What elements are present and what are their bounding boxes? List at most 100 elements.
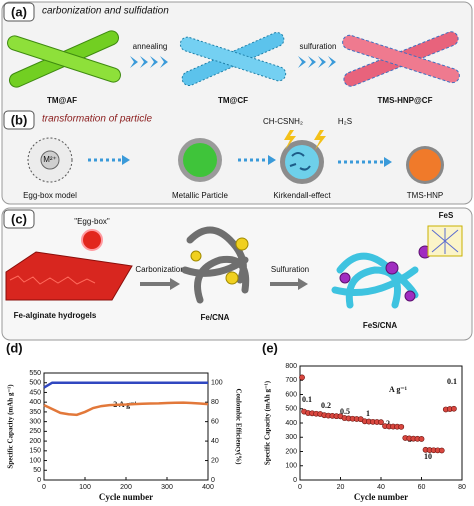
green-tubes [7,30,121,88]
y-tick-label: 100 [29,457,41,464]
label-box [3,2,35,22]
carbon-network [331,252,419,309]
x-tick-label: 40 [377,484,385,491]
carbon-network [181,226,250,304]
stage-label: Fe/CNA [201,313,230,322]
panel-label: (c) [11,211,27,226]
step-label: sulfuration [300,42,337,51]
plot-frame [43,372,209,481]
fe-particles [190,237,249,285]
y-tick-label: 0 [293,477,297,484]
annotation: 0.1 [447,377,457,386]
charts: 0 100 200 300 400050100150200250300350400450… [6,340,466,502]
metal-particle [183,143,217,177]
y-tick-label: 450 [29,389,41,396]
y-tick-label: 700 [285,377,297,384]
ion [40,150,60,170]
x-tick-label: 20 [337,484,345,491]
step-label: Sulfuration [271,265,309,274]
panel-frame [1,1,473,205]
tms-particle [409,149,441,181]
y-tick-label: 200 [29,438,41,445]
panel-title: transformation of particle [42,114,152,125]
point [438,447,445,454]
stage-label: TM@CF [218,96,248,105]
label-box [3,209,35,229]
stage-label: Egg-box model [23,191,77,200]
y-tick-label: 100 [285,463,297,470]
annotation: 1 [366,409,370,418]
y-tick-label: 400 [29,399,41,406]
arrowhead [170,278,180,290]
bolt [284,130,296,150]
y-axis-title: Specific Capacity (mAh g⁻¹) [7,384,15,469]
step-label: Carbonization [135,265,184,274]
stage-label: Kirkendall-effect [273,191,331,200]
series-line [43,401,209,417]
arrow [88,158,384,164]
egg-box-ball [81,229,103,251]
y-tick-label: 200 [285,448,297,455]
arrowhead [122,155,392,167]
y2-tick-label: 20 [211,457,219,464]
step-label: annealing [133,42,168,51]
y-tick-label: 500 [29,380,41,387]
y2-tick-label: 60 [211,418,219,425]
point [450,405,457,412]
x-tick-label: 60 [418,484,426,491]
panel-title: carbonization and sulfidation [42,6,169,17]
x-tick-label: 200 [120,484,132,491]
product-label: FeS [439,211,454,220]
x-tick-label: 100 [79,484,91,491]
blue-tubes [179,31,287,87]
point [299,374,305,381]
y-tick-label: 400 [285,420,297,427]
annotation: 2 [386,419,390,428]
y-axis-title: Specific Capacity (mAh g⁻¹) [264,380,272,465]
stage-label: TMS-HNP@CF [378,96,433,105]
y2-tick-label: 100 [211,380,223,387]
annotation: A g⁻¹ [389,385,408,394]
x-tick-label: 0 [42,484,46,491]
y-tick-label: 500 [285,406,297,413]
panel-label: (a) [11,4,27,19]
annotation: 0.1 [302,395,312,404]
x-tick-label: 80 [458,484,466,491]
y-tick-label: 0 [37,477,41,484]
stage-label: TMS-HNP [407,191,443,200]
point [398,423,405,430]
bolt [314,130,326,150]
y2-tick-label: 80 [211,399,219,406]
texture [9,275,96,285]
y-tick-label: 350 [29,409,41,416]
reagent-label: H₂S [338,117,352,126]
y-tick-label: 300 [29,418,41,425]
kirkendall-particle [285,145,319,179]
y2-axis-title: Coulombic Efficiency(%) [234,388,242,465]
x-tick-label: 400 [202,484,214,491]
panel-label: (b) [11,112,28,127]
voids [289,152,311,171]
stage-label: FeS/CNA [363,321,397,330]
point [378,419,384,426]
panel-label: (d) [6,340,23,355]
ion-label: M²⁺ [43,155,57,164]
reagent-label: CH-CSNH₂ [263,117,303,126]
pink-tubes [342,31,460,87]
y-tick-label: 550 [29,370,41,377]
label-box [3,110,35,130]
x-tick-label: 300 [161,484,173,491]
y-tick-label: 250 [29,428,41,435]
hydrogel [5,251,133,301]
stage-label: TM@AF [47,96,77,105]
eggbox-label: "Egg-box" [74,217,110,226]
y2-tick-label: 0 [211,477,215,484]
panel-label: (e) [262,340,278,355]
fes-particles [339,245,432,302]
annotation: 0.2 [321,401,331,410]
stage-label: Fe-alginate hydrogels [14,311,97,320]
x-tick-label: 0 [298,484,302,491]
annotation: 10 [424,452,432,461]
arrowhead [298,278,308,290]
y-tick-label: 600 [285,391,297,398]
